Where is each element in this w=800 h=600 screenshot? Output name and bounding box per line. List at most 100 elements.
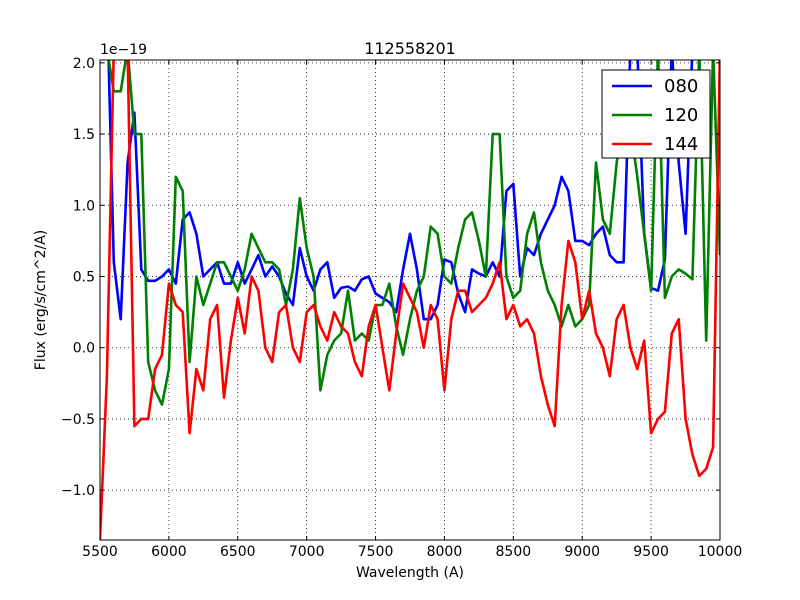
data-point — [326, 339, 329, 342]
y-tick-label: −1.0 — [61, 483, 95, 499]
data-point — [650, 432, 652, 435]
data-point — [526, 233, 528, 235]
data-point — [547, 289, 549, 292]
data-point — [305, 275, 308, 278]
data-point — [381, 297, 384, 299]
data-point — [540, 233, 542, 235]
data-point — [409, 233, 411, 235]
data-point — [209, 282, 211, 285]
data-point — [457, 247, 460, 249]
data-point — [250, 275, 253, 278]
data-point — [354, 361, 356, 363]
data-point — [264, 275, 267, 278]
grid — [99, 60, 721, 540]
data-point — [202, 389, 205, 392]
data-point — [567, 304, 570, 306]
data-point — [161, 275, 163, 278]
data-point — [595, 332, 597, 335]
data-point — [299, 197, 301, 199]
data-point — [367, 275, 370, 278]
data-point — [175, 304, 177, 306]
data-point — [285, 292, 287, 295]
y-tick-label: −0.5 — [61, 412, 95, 428]
x-tick-label: 7000 — [289, 544, 325, 560]
data-point — [188, 432, 191, 435]
data-point — [512, 304, 515, 306]
data-point — [609, 233, 611, 235]
data-point — [354, 289, 356, 292]
data-point — [505, 318, 508, 321]
data-point — [181, 190, 184, 192]
data-point — [436, 318, 439, 321]
x-tick-label: 10000 — [698, 544, 743, 560]
data-point — [188, 361, 191, 363]
data-point — [257, 289, 260, 292]
data-point — [106, 375, 108, 378]
data-point — [216, 304, 218, 306]
data-point — [147, 418, 149, 420]
data-point — [188, 211, 191, 214]
data-point — [161, 403, 163, 406]
data-point — [450, 261, 453, 264]
data-point — [223, 261, 225, 264]
data-point — [581, 240, 583, 242]
data-point — [381, 346, 384, 349]
legend: 080 120 144 — [601, 69, 711, 159]
data-point — [478, 272, 480, 275]
data-point — [361, 332, 363, 335]
data-point — [443, 389, 446, 392]
data-point — [443, 275, 446, 278]
data-point — [374, 304, 377, 306]
data-point — [140, 268, 143, 271]
data-point — [553, 204, 556, 207]
data-point — [347, 285, 349, 288]
data-point — [175, 176, 177, 178]
data-point — [705, 339, 707, 342]
data-point — [312, 304, 315, 306]
data-point — [560, 176, 563, 178]
data-point — [416, 289, 418, 292]
data-point — [602, 225, 604, 228]
data-point — [595, 233, 597, 235]
data-point — [512, 183, 515, 185]
data-point — [560, 304, 563, 306]
data-point — [230, 282, 232, 285]
data-point — [395, 311, 398, 313]
data-point — [285, 304, 287, 306]
x-tick-label: 6500 — [220, 544, 256, 560]
plot-frame — [99, 59, 721, 541]
data-point — [588, 244, 590, 246]
y-axis-label: Flux (erg/s/cm^2/A) — [33, 230, 49, 370]
data-point — [326, 354, 329, 356]
data-point — [292, 346, 294, 349]
data-point — [547, 218, 549, 221]
data-point — [519, 325, 521, 328]
data-point — [305, 247, 308, 249]
data-point — [540, 375, 542, 378]
data-point — [491, 261, 494, 264]
data-point — [505, 190, 508, 192]
data-point — [505, 275, 508, 278]
data-point — [347, 289, 349, 292]
data-point — [471, 311, 473, 313]
data-point — [429, 318, 432, 321]
data-point — [450, 282, 453, 285]
data-point — [195, 233, 198, 235]
data-point — [319, 389, 322, 392]
x-tick-label: 8500 — [496, 544, 532, 560]
data-point — [464, 311, 466, 313]
data-point — [657, 289, 659, 292]
data-point — [622, 304, 625, 306]
data-point — [381, 304, 384, 306]
data-point — [602, 346, 604, 349]
data-point — [471, 268, 473, 271]
data-point — [643, 233, 645, 235]
data-point — [574, 325, 577, 328]
data-point — [374, 292, 377, 295]
data-point — [181, 311, 184, 313]
data-point — [147, 361, 149, 363]
x-tick-label: 9500 — [633, 544, 669, 560]
data-point — [154, 389, 156, 392]
data-point — [429, 225, 432, 228]
data-point — [609, 254, 611, 256]
